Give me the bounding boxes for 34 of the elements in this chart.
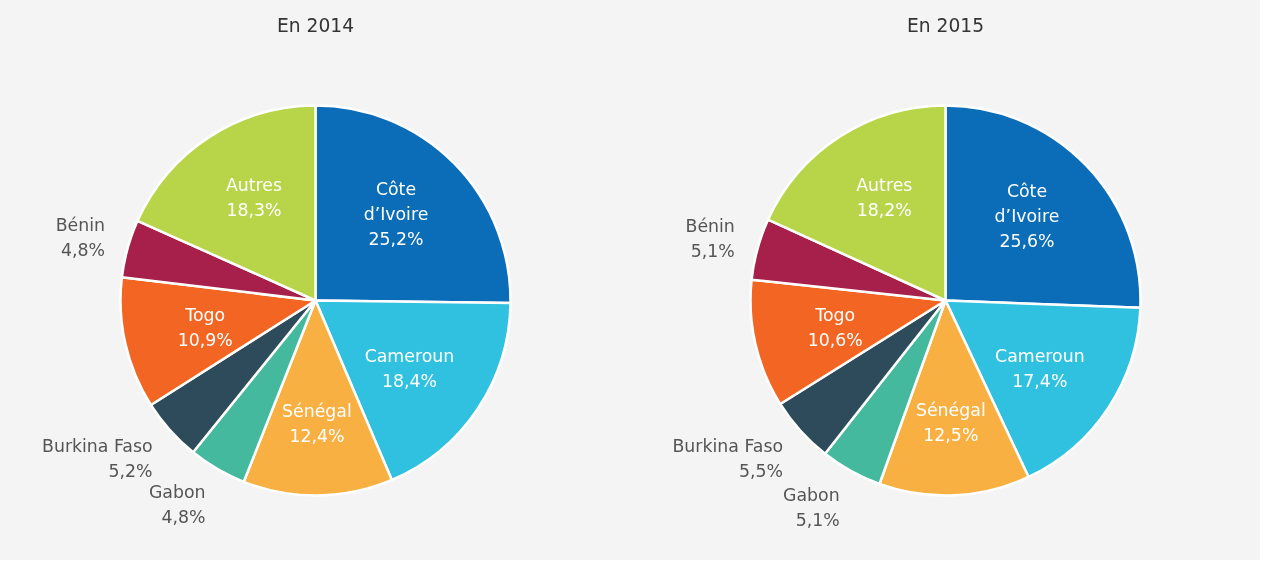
data-label: 4,8% <box>61 239 106 260</box>
slice-label: Autres <box>856 174 913 195</box>
slice-label: Autres <box>225 175 283 196</box>
slice-label: Togo <box>814 305 856 326</box>
slice-label: Gabon <box>148 482 206 503</box>
data-label: 5,2% <box>108 460 153 481</box>
slice-label: Burkina Faso <box>42 435 153 456</box>
data-label: 10,6% <box>807 330 863 351</box>
slice-label: Burkina Faso <box>672 436 784 457</box>
data-label: 18,4% <box>381 371 437 392</box>
slice-label: Sénégal <box>915 400 986 421</box>
slice-label: Côte d’Ivoire <box>363 179 429 225</box>
data-label: 5,5% <box>739 461 784 482</box>
data-label: 12,5% <box>923 425 979 446</box>
slice-label: Gabon <box>783 484 840 505</box>
data-label: 25,2% <box>368 229 424 250</box>
data-label: 25,6% <box>999 230 1055 251</box>
data-label: 5,1% <box>690 240 735 261</box>
slice-label: Cameroun <box>995 345 1085 366</box>
slice-label: Cameroun <box>364 346 455 367</box>
chart-title: En 2014 <box>276 14 355 36</box>
data-label: 10,9% <box>177 330 233 351</box>
slice-label: Bénin <box>55 214 106 235</box>
slice-label: Togo <box>184 305 226 326</box>
slice-label: Bénin <box>685 215 735 236</box>
data-label: 18,2% <box>856 199 912 220</box>
chart-title: En 2015 <box>906 14 985 36</box>
slice-label: Côte d’Ivoire <box>994 180 1060 226</box>
data-label: 5,1% <box>795 509 840 530</box>
data-label: 12,4% <box>289 425 345 446</box>
data-label: 17,4% <box>1012 370 1068 391</box>
data-label: 4,8% <box>161 507 206 528</box>
slice-label: Sénégal <box>282 400 352 421</box>
data-label: 18,3% <box>226 200 282 221</box>
